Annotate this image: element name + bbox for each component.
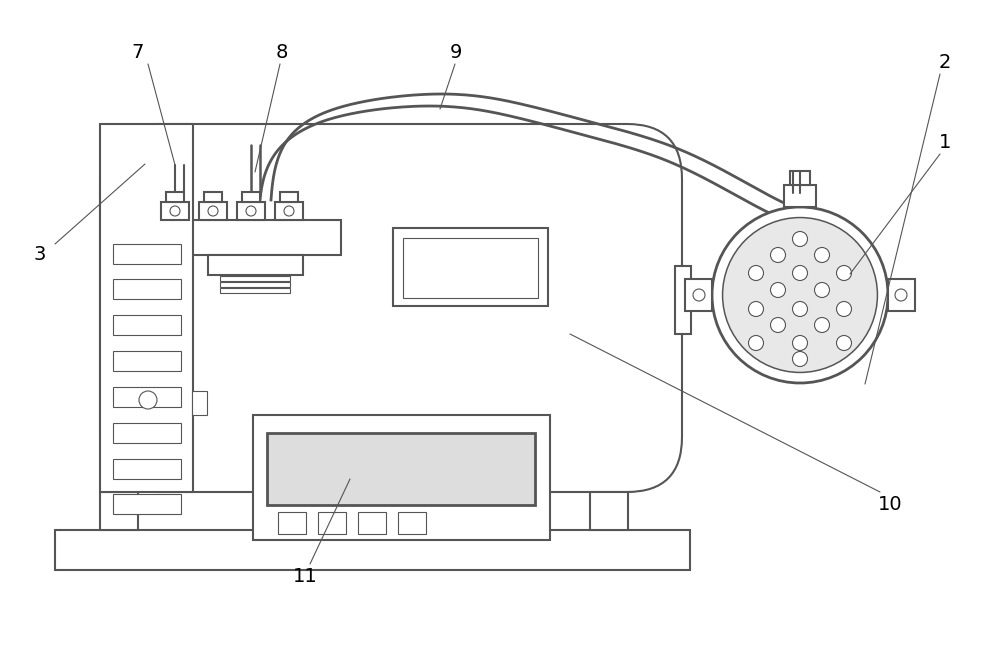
Bar [113,244,181,264]
Text: 1: 1 [939,133,951,152]
Circle shape [748,336,764,351]
Bar [237,202,265,220]
Bar [220,282,290,287]
Bar [220,276,290,281]
Bar [242,192,260,202]
Text: 8: 8 [276,43,288,61]
Bar [166,192,184,202]
Bar [590,492,628,530]
Bar [403,238,538,298]
Text: 7: 7 [132,43,144,61]
Circle shape [792,336,808,351]
Bar [113,494,181,514]
Circle shape [284,206,294,216]
Circle shape [748,266,764,281]
Bar [358,512,386,534]
Bar [113,279,181,299]
Bar [888,279,915,311]
Bar [55,530,690,570]
Bar [393,228,548,306]
Circle shape [139,391,157,409]
Circle shape [723,218,877,372]
Bar [204,192,222,202]
Bar [675,266,691,334]
Circle shape [836,336,852,351]
Circle shape [712,207,888,383]
Circle shape [895,289,907,301]
Bar [113,351,181,371]
Bar [208,255,303,275]
Bar [113,315,181,335]
Circle shape [770,317,786,332]
Circle shape [770,283,786,298]
Bar [398,512,426,534]
Text: 2: 2 [939,52,951,71]
Bar [161,202,189,220]
Bar [280,192,298,202]
Text: 11: 11 [293,566,317,585]
Bar [278,512,306,534]
Bar [113,459,181,479]
Circle shape [693,289,705,301]
Circle shape [170,206,180,216]
Circle shape [246,206,256,216]
Circle shape [748,301,764,317]
Bar [275,202,303,220]
Bar [318,512,346,534]
Bar [100,492,138,530]
Bar [784,185,816,207]
Bar [192,391,207,415]
Text: 3: 3 [34,245,46,264]
Bar [199,202,227,220]
Bar [155,220,341,255]
Text: 10: 10 [878,494,902,513]
Bar [100,124,193,492]
Bar [253,415,550,540]
Circle shape [792,351,808,366]
Circle shape [792,266,808,281]
Circle shape [814,317,830,332]
Circle shape [814,283,830,298]
FancyBboxPatch shape [100,124,682,492]
Bar [113,387,181,407]
Bar [267,433,535,505]
Bar [220,288,290,293]
Bar [685,279,712,311]
Bar [113,423,181,443]
Bar [790,171,810,185]
Circle shape [836,301,852,317]
Circle shape [770,247,786,262]
Circle shape [208,206,218,216]
Circle shape [792,232,808,247]
Text: 9: 9 [450,43,462,61]
Circle shape [814,247,830,262]
Circle shape [792,301,808,317]
Circle shape [836,266,852,281]
